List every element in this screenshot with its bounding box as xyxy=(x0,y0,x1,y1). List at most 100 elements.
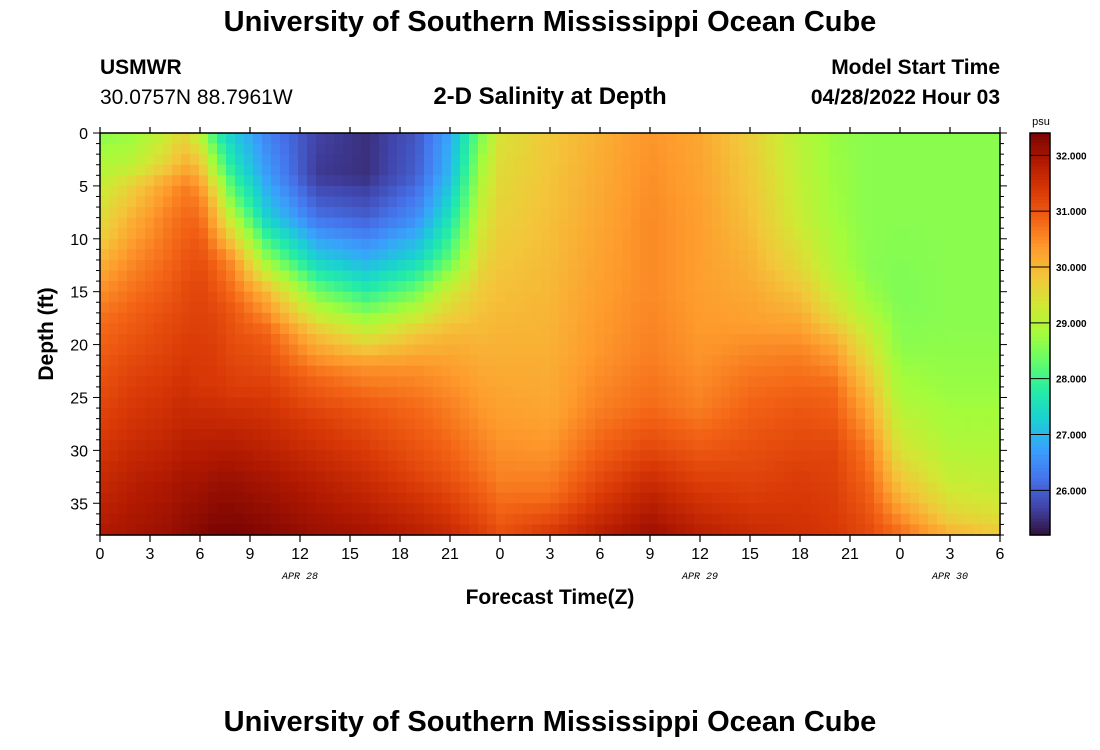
heatmap-cell xyxy=(613,259,623,272)
heatmap-cell xyxy=(793,365,803,377)
heatmap-cell xyxy=(910,460,920,473)
heatmap-cell xyxy=(226,355,236,367)
heatmap-cell xyxy=(613,344,623,356)
heatmap-cell xyxy=(379,386,389,399)
heatmap-cell xyxy=(901,164,911,176)
heatmap-cell xyxy=(244,503,254,515)
heatmap-cell xyxy=(640,185,650,198)
heatmap-cell xyxy=(631,439,641,451)
heatmap-cell xyxy=(748,185,758,198)
heatmap-cell xyxy=(955,238,965,250)
heatmap-cell xyxy=(163,524,173,536)
heatmap-cell xyxy=(217,365,227,377)
heatmap-cell xyxy=(235,312,245,325)
heatmap-cell xyxy=(613,386,623,399)
heatmap-cell xyxy=(541,429,551,441)
heatmap-cell xyxy=(892,503,902,515)
heatmap-cell xyxy=(667,259,677,272)
heatmap-cell xyxy=(514,355,524,367)
heatmap-cell xyxy=(208,503,218,515)
heatmap-cell xyxy=(334,217,344,229)
heatmap-cell xyxy=(757,513,767,526)
heatmap-cell xyxy=(586,450,596,462)
heatmap-cell xyxy=(757,133,767,145)
colorbar-segment xyxy=(1030,176,1050,181)
heatmap-cell xyxy=(973,228,983,240)
heatmap-cell xyxy=(820,238,830,250)
heatmap-cell xyxy=(550,355,560,367)
heatmap-cell xyxy=(136,185,146,198)
heatmap-cell xyxy=(856,238,866,250)
heatmap-cell xyxy=(469,376,479,388)
heatmap-cell xyxy=(496,196,506,208)
heatmap-cell xyxy=(406,238,416,250)
heatmap-cell xyxy=(343,365,353,377)
heatmap-cell xyxy=(703,228,713,240)
heatmap-cell xyxy=(820,429,830,441)
heatmap-cell xyxy=(487,133,497,145)
heatmap-cell xyxy=(577,344,587,356)
heatmap-cell xyxy=(811,450,821,462)
colorbar-segment xyxy=(1030,293,1050,298)
heatmap-cell xyxy=(298,429,308,441)
colorbar-segment xyxy=(1030,310,1050,315)
heatmap-cell xyxy=(586,344,596,356)
heatmap-cell xyxy=(676,439,686,451)
y-tick-label: 25 xyxy=(70,390,88,407)
heatmap-cell xyxy=(667,439,677,451)
heatmap-cell xyxy=(397,418,407,430)
heatmap-cell xyxy=(352,482,362,494)
heatmap-cell xyxy=(451,175,461,187)
heatmap-cell xyxy=(298,238,308,250)
heatmap-cell xyxy=(874,524,884,536)
heatmap-cell xyxy=(127,312,137,325)
heatmap-cell xyxy=(271,513,281,526)
heatmap-cell xyxy=(937,175,947,187)
heatmap-cell xyxy=(640,386,650,399)
heatmap-cell xyxy=(712,513,722,526)
heatmap-cell xyxy=(433,228,443,240)
heatmap-cell xyxy=(451,503,461,515)
heatmap-cell xyxy=(388,418,398,430)
heatmap-cell xyxy=(991,439,1001,451)
heatmap-cell xyxy=(865,175,875,187)
heatmap-cell xyxy=(676,503,686,515)
heatmap-cell xyxy=(838,439,848,451)
heatmap-cell xyxy=(379,143,389,155)
heatmap-cell xyxy=(253,175,263,187)
heatmap-cell xyxy=(802,365,812,377)
heatmap-cell xyxy=(946,217,956,229)
colorbar-segment xyxy=(1030,273,1050,278)
heatmap-cell xyxy=(991,471,1001,483)
heatmap-cell xyxy=(667,228,677,240)
heatmap-cell xyxy=(397,397,407,409)
heatmap-cell xyxy=(748,238,758,250)
heatmap-cell xyxy=(658,365,668,377)
heatmap-cell xyxy=(388,302,398,314)
colorbar-segment xyxy=(1030,300,1050,305)
heatmap-cell xyxy=(370,302,380,314)
heatmap-cell xyxy=(235,439,245,451)
heatmap-cell xyxy=(523,323,533,335)
heatmap-cell xyxy=(190,492,200,504)
heatmap-cell xyxy=(415,524,425,536)
heatmap-cell xyxy=(622,164,632,176)
heatmap-cell xyxy=(550,365,560,377)
heatmap-cell xyxy=(847,270,857,282)
heatmap-cell xyxy=(442,355,452,367)
heatmap-cell xyxy=(550,207,560,219)
heatmap-cell xyxy=(901,291,911,303)
heatmap-cell xyxy=(910,291,920,303)
heatmap-cell xyxy=(361,418,371,430)
heatmap-cell xyxy=(433,281,443,293)
heatmap-cell xyxy=(280,238,290,250)
heatmap-cell xyxy=(964,513,974,526)
heatmap-cell xyxy=(226,164,236,176)
heatmap-cell xyxy=(775,503,785,515)
heatmap-cell xyxy=(181,291,191,303)
heatmap-cell xyxy=(784,344,794,356)
heatmap-cell xyxy=(901,471,911,483)
heatmap-cell xyxy=(928,185,938,198)
heatmap-cell xyxy=(919,270,929,282)
heatmap-cell xyxy=(523,143,533,155)
